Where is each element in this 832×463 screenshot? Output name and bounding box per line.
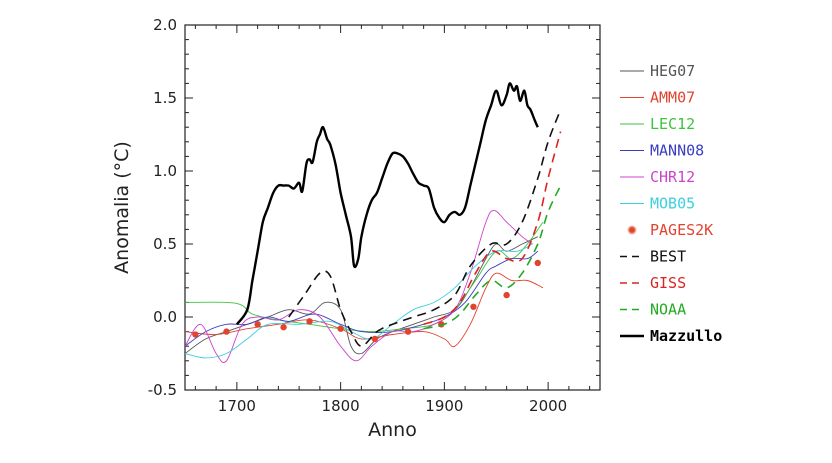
legend-label: PAGES2K — [650, 221, 713, 239]
x-tick-label: 1800 — [322, 397, 360, 415]
data-point-pages2k — [371, 335, 379, 343]
legend-label: Mazzullo — [650, 327, 722, 345]
legend-item-giss: GISS — [620, 274, 686, 292]
data-point-pages2k — [470, 303, 477, 310]
series-layer — [185, 82, 562, 364]
legend-item-mob05: MOB05 — [620, 195, 695, 213]
x-tick-label: 1700 — [218, 397, 256, 415]
legend-item-heg07: HEG07 — [620, 62, 695, 80]
series-line-noaa — [423, 185, 562, 330]
data-point-pages2k — [503, 291, 510, 299]
plot-border — [184, 24, 601, 391]
legend-item-chr12: CHR12 — [620, 168, 695, 186]
data-point-pages2k — [534, 259, 541, 267]
y-axis: -0.5 0.0 0.5 1.0 1.5 2.0 — [148, 16, 600, 399]
data-point-pages2k — [404, 328, 412, 335]
series-line-giss — [423, 131, 562, 326]
y-tick-label: 0.0 — [153, 308, 177, 326]
legend-item-amm07: AMM07 — [620, 89, 695, 107]
data-point-pages2k — [306, 318, 313, 325]
legend-label: BEST — [650, 248, 686, 266]
data-point-pages2k — [254, 321, 261, 328]
series-line-best — [288, 109, 562, 347]
legend-label: HEG07 — [650, 62, 695, 80]
legend-label: AMM07 — [650, 89, 695, 107]
plot-frame — [184, 24, 601, 391]
legend-item-mann08: MANN08 — [620, 142, 704, 160]
series-line-lec12 — [185, 221, 544, 333]
legend-label: NOAA — [650, 301, 686, 319]
series-pages2k — [192, 259, 541, 343]
series-line-chr12 — [185, 209, 533, 364]
legend-item-pages2k: PAGES2K — [627, 221, 713, 239]
legend-label: MANN08 — [650, 142, 704, 160]
y-tick-label: 2.0 — [153, 16, 177, 34]
legend-item-best: BEST — [620, 248, 686, 266]
legend-swatch — [627, 225, 637, 235]
legend-item-mazzullo: Mazzullo — [620, 327, 722, 345]
legend-label: LEC12 — [650, 115, 695, 133]
y-axis-title: Anomalia (°C) — [111, 141, 133, 274]
x-tick-label: 2000 — [529, 397, 567, 415]
series-line-mazzullo — [235, 82, 539, 326]
legend: HEG07 AMM07 LEC12 MANN08 CHR12 MOB05 PAGES2K BE… — [620, 62, 722, 345]
series-line-amm07 — [185, 272, 544, 348]
y-tick-label: 1.5 — [153, 89, 177, 107]
x-tick-label: 1900 — [425, 397, 463, 415]
legend-label: MOB05 — [650, 195, 695, 213]
y-tick-label: 1.0 — [153, 162, 177, 180]
data-point-pages2k — [223, 328, 230, 335]
x-axis-title: Anno — [368, 419, 417, 441]
data-point-pages2k — [192, 331, 199, 338]
y-tick-label: 0.5 — [153, 235, 177, 253]
legend-item-noaa: NOAA — [620, 301, 686, 319]
y-tick-label: -0.5 — [148, 381, 177, 399]
data-point-pages2k — [280, 324, 287, 331]
legend-item-lec12: LEC12 — [620, 115, 695, 133]
legend-label: CHR12 — [650, 168, 695, 186]
data-point-pages2k — [337, 325, 344, 332]
legend-label: GISS — [650, 274, 686, 292]
x-axis: 1700 1800 1900 2000 — [194, 25, 591, 415]
